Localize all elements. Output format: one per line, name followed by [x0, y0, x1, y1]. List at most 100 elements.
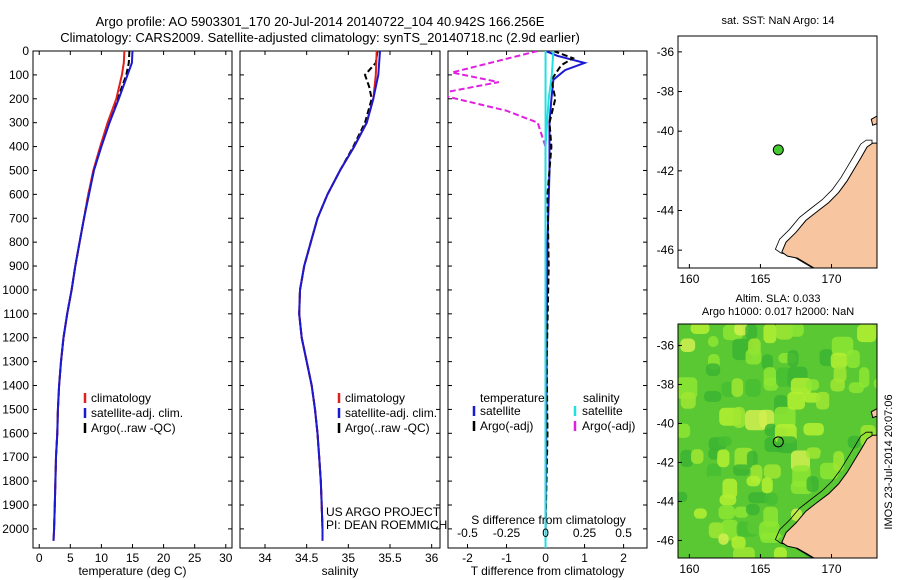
land-north-island [870, 408, 877, 419]
y-tick-label: 1700 [2, 450, 29, 464]
map-y-tick-label: -36 [657, 338, 675, 352]
y-tick-label: 1100 [3, 307, 29, 321]
y-tick-label: 1800 [2, 474, 29, 488]
sla-cell [847, 435, 861, 449]
s-diff-axis-label: S difference from climatology [471, 513, 626, 527]
sla-cell [678, 423, 691, 438]
sla-cell [774, 406, 796, 429]
sla-cell [678, 491, 688, 503]
sla-cell [733, 464, 750, 476]
sst-map-title: sat. SST: NaN Argo: 14 [721, 15, 834, 27]
sla-cell [862, 349, 876, 362]
map-y-tick-label: -36 [657, 45, 675, 59]
sla-cell [694, 491, 716, 509]
map-y-tick-label: -40 [657, 124, 675, 138]
sla-cell [873, 378, 877, 389]
y-tick-label: 100 [9, 68, 29, 82]
sla-cell [803, 422, 824, 436]
map-y-tick-label: -38 [657, 377, 675, 391]
x-axis-label: T difference from climatology [471, 564, 625, 578]
x-tick-label: 35.5 [378, 551, 402, 565]
x-tick-label: 0 [542, 551, 549, 565]
legend-entry: Argo(..raw -QC) [345, 421, 430, 435]
sla-cell [802, 338, 814, 353]
s-diff-tick-label: 0.25 [573, 526, 597, 540]
x-tick-label: -1 [501, 551, 512, 565]
x-tick-label: 15 [126, 551, 140, 565]
sla-cell [862, 393, 877, 415]
sla-cell [748, 492, 770, 504]
isobath-contour [774, 139, 873, 268]
sla-cell [759, 409, 775, 429]
x-tick-label: 25 [188, 551, 202, 565]
salinity-panel: 34 34.5 35 35.5 36 salinity [239, 50, 441, 578]
legend-entry: Argo(-adj) [480, 419, 533, 433]
y-tick-label: 1400 [2, 379, 29, 393]
sla-cell [707, 336, 719, 347]
sla-cell [680, 338, 696, 352]
temperature-frame [32, 50, 233, 549]
float-position-marker [772, 144, 784, 156]
x-tick-label: 10 [95, 551, 109, 565]
x-tick-label: 20 [157, 551, 171, 565]
legend-entry: climatology [345, 391, 405, 405]
difference-panel: -2 -1 0 1 2T difference from climatology [447, 50, 648, 578]
project-annotation: US ARGO PROJECT [326, 505, 441, 519]
sla-cell [763, 464, 781, 479]
y-tick-label: 1500 [2, 402, 29, 416]
map-y-tick-label: -42 [657, 455, 675, 469]
sla-cell [717, 449, 730, 468]
sla-cell [787, 349, 799, 368]
sla-cell [705, 475, 727, 494]
sla-cell [705, 407, 716, 427]
sla-cell [734, 506, 749, 518]
sla_map: -36 -38 -40 -42 -44 -46 160 165 170 [657, 323, 878, 576]
sla-cell [718, 436, 732, 447]
sla-cell [833, 451, 844, 472]
map-y-tick-label: -40 [657, 416, 675, 430]
sla_map-plot-area [678, 324, 877, 558]
map-x-tick-label: 165 [750, 562, 770, 576]
x-tick-label: 34 [258, 551, 272, 565]
sla-cell [734, 324, 749, 336]
x-tick-label: 35 [342, 551, 356, 565]
sla-cell [805, 379, 820, 391]
sla-cell [846, 349, 860, 369]
land-south-island [781, 142, 877, 268]
sla-cell [859, 367, 870, 388]
legend-entry: satellite-adj. clim. [91, 406, 183, 420]
sla-cell [731, 378, 744, 397]
sla-cell [708, 447, 720, 460]
map-y-tick-label: -46 [657, 243, 675, 257]
sla-cell [788, 324, 804, 337]
x-tick-label: 36 [425, 551, 439, 565]
sla-cell [678, 410, 692, 424]
temperature-series-satellite-line [52, 51, 134, 541]
map-y-tick-label: -46 [657, 533, 675, 547]
x-tick-label: 34.5 [295, 551, 319, 565]
sla-cell [678, 324, 692, 338]
sla-cell [761, 477, 773, 494]
sla-cell [831, 336, 854, 356]
sla-cell [819, 349, 834, 367]
y-tick-label: 0 [22, 44, 29, 58]
difference-series-sal_argo-line [448, 51, 547, 529]
y-tick-label: 1600 [2, 426, 29, 440]
sla-cell [733, 547, 755, 558]
sla-cell [678, 364, 697, 377]
temperature-panel: 0100200300400500600700800900100011001200… [2, 44, 232, 578]
legend-entry: satellite [480, 404, 521, 418]
sla-cell [806, 476, 819, 493]
project-annotation: PI: DEAN ROEMMICH [326, 518, 447, 532]
sla-cell [680, 449, 694, 468]
imos-timestamp: IMOS 23-Jul-2014 20:07:06 [883, 394, 895, 529]
map-y-tick-label: -44 [657, 203, 675, 217]
sla-cell [763, 392, 774, 409]
y-tick-label: 600 [9, 187, 29, 201]
difference-series-argo-line [544, 51, 576, 529]
map-y-tick-label: -44 [657, 494, 675, 508]
y-tick-label: 500 [9, 163, 29, 177]
sla-cell [831, 409, 846, 432]
x-axis-label: temperature (deg C) [78, 564, 186, 578]
